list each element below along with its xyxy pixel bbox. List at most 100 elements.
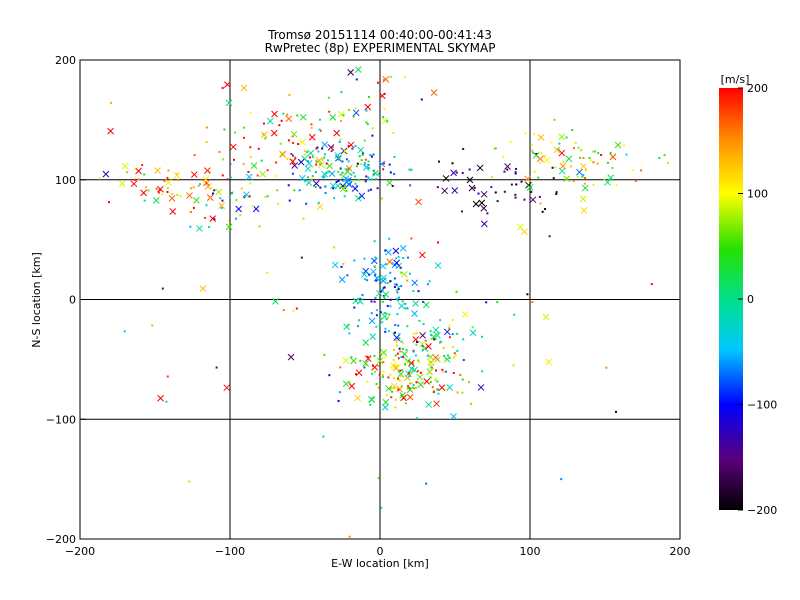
data-point-dot: [533, 170, 536, 173]
data-point-dot: [514, 172, 517, 175]
data-point-dot: [389, 280, 392, 283]
data-point-dot: [384, 330, 387, 333]
data-point-dot: [133, 168, 136, 171]
data-point-dot: [292, 309, 295, 312]
data-point-cross: [209, 215, 217, 222]
data-point-dot: [436, 388, 439, 391]
data-point-cross: [355, 369, 363, 377]
data-point-dot: [274, 174, 277, 177]
data-point-dot: [305, 202, 308, 205]
data-point-dot: [374, 370, 377, 373]
data-point-cross: [173, 172, 181, 179]
data-point-dot: [212, 192, 215, 195]
data-point-dot: [337, 156, 340, 159]
data-point-dot: [374, 256, 377, 259]
data-point-cross: [354, 66, 362, 73]
data-point-dot: [372, 169, 375, 172]
data-point-dot: [366, 380, 369, 383]
data-point-dot: [213, 189, 216, 192]
data-point-dot: [526, 293, 529, 296]
data-point-dot: [143, 173, 146, 176]
data-point-dot: [397, 388, 400, 391]
data-point-dot: [333, 246, 336, 249]
data-point-cross: [526, 184, 534, 191]
data-point-cross: [399, 391, 407, 399]
data-point-cross: [396, 385, 403, 393]
data-point-dot: [380, 352, 383, 355]
data-point-dot: [615, 184, 618, 187]
data-point-dot: [229, 176, 232, 179]
data-point-cross: [331, 261, 339, 269]
data-point-cross: [334, 182, 342, 190]
data-point-cross: [580, 207, 588, 214]
data-point-cross: [392, 364, 400, 372]
data-point-dot: [235, 199, 238, 202]
data-point-dot: [420, 98, 423, 101]
data-point-cross: [357, 146, 365, 154]
x-tick-label: 200: [670, 545, 691, 558]
data-point-dot: [377, 172, 380, 175]
data-point-cross: [406, 386, 414, 394]
data-point-cross: [354, 394, 361, 402]
data-point-cross: [604, 178, 611, 186]
data-point-cross: [425, 401, 432, 408]
data-point-dot: [369, 403, 372, 406]
data-point-cross: [243, 191, 250, 198]
data-point-dot: [496, 301, 499, 304]
data-point-cross: [415, 198, 422, 206]
data-point-dot: [357, 325, 360, 328]
data-point-cross: [342, 357, 350, 364]
data-point-dot: [400, 355, 403, 358]
data-point-dot: [605, 366, 608, 369]
data-point-cross: [381, 117, 389, 125]
data-point-dot: [365, 109, 368, 112]
data-point-dot: [386, 282, 389, 285]
data-point-dot: [403, 363, 406, 366]
data-point-dot: [388, 313, 391, 316]
data-point-dot: [395, 283, 398, 286]
data-point-dot: [421, 348, 424, 351]
data-point-dot: [399, 379, 402, 382]
data-point-cross: [250, 162, 258, 170]
data-point-dot: [359, 359, 362, 362]
data-point-dot: [262, 122, 265, 125]
data-point-dot: [367, 160, 370, 163]
data-point-cross: [225, 99, 233, 107]
data-point-dot: [580, 149, 583, 152]
data-point-cross: [345, 181, 353, 188]
data-point-dot: [371, 134, 374, 137]
data-point-cross: [386, 258, 394, 266]
data-point-cross: [140, 189, 147, 197]
data-point-dot: [381, 300, 384, 303]
data-point-dot: [392, 131, 395, 134]
data-point-dot: [226, 178, 229, 181]
data-point-dot: [147, 189, 150, 192]
data-point-dot: [318, 128, 321, 131]
data-point-dot: [295, 307, 298, 310]
data-point-dot: [323, 153, 326, 156]
data-point-dot: [345, 158, 348, 161]
data-point-dot: [524, 132, 527, 135]
data-point-dot: [538, 195, 541, 198]
data-point-dot: [515, 183, 518, 186]
data-point-dot: [383, 312, 386, 315]
data-point-dot: [353, 259, 356, 262]
data-point-dot: [403, 76, 406, 79]
data-point-cross: [348, 382, 356, 390]
data-point-dot: [375, 314, 378, 317]
data-point-dot: [377, 386, 380, 389]
data-point-dot: [569, 165, 572, 168]
data-point-dot: [358, 319, 361, 322]
data-point-cross: [536, 155, 544, 163]
data-point-cross: [469, 329, 477, 337]
data-point-dot: [411, 382, 414, 385]
data-point-cross: [340, 147, 348, 155]
data-point-dot: [260, 159, 263, 162]
data-point-dot: [514, 193, 517, 196]
data-point-dot: [382, 287, 385, 290]
data-point-dot: [328, 110, 331, 113]
data-point-dot: [389, 387, 392, 390]
data-point-cross: [298, 174, 306, 182]
data-point-dot: [155, 187, 158, 190]
data-point-dot: [286, 113, 289, 116]
